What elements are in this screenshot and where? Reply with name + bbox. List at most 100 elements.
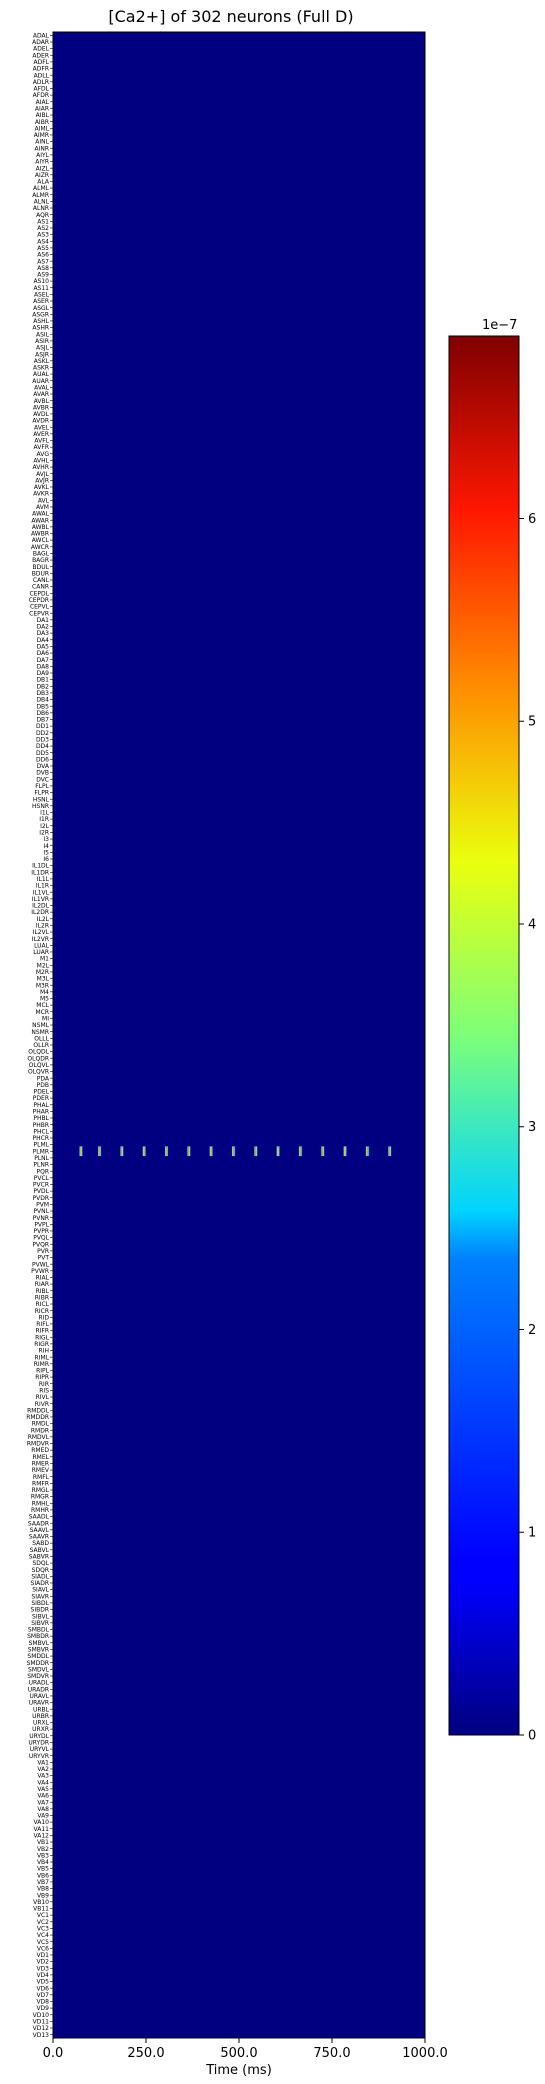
y-tick-label: AS8 xyxy=(37,265,49,272)
y-tick-label: PVWL xyxy=(32,1261,50,1268)
y-tick-label: ASEL xyxy=(34,291,50,298)
y-tick-label: VA8 xyxy=(37,1806,49,1813)
y-tick-label: ALNR xyxy=(33,205,49,212)
y-tick-label: ADLL xyxy=(34,72,50,79)
activity-event-cell xyxy=(389,1146,390,1157)
y-tick-label: DD3 xyxy=(36,737,49,744)
activity-event-cell xyxy=(211,1146,213,1157)
activity-event-cell xyxy=(321,1146,322,1157)
activity-event-cell xyxy=(346,1146,348,1157)
activity-event-cell xyxy=(187,1146,189,1157)
y-tick-label: ASIR xyxy=(35,338,49,345)
activity-event-cell xyxy=(298,1146,300,1157)
activity-event-cell xyxy=(301,1146,303,1157)
y-tick-label: ASGL xyxy=(33,305,50,312)
y-tick-label: URYVL xyxy=(30,1746,50,1753)
chart-title: [Ca2+] of 302 neurons (Full D) xyxy=(108,7,353,26)
y-tick-label: VD3 xyxy=(36,1965,49,1972)
y-tick-label: AVFR xyxy=(34,444,49,451)
y-tick-label: RMFR xyxy=(32,1480,49,1487)
y-tick-label: AVDR xyxy=(32,418,49,425)
activity-event-cell xyxy=(256,1146,258,1157)
y-tick-label: FLPR xyxy=(34,790,49,797)
y-tick-label: VB3 xyxy=(37,1852,49,1859)
y-tick-label: PVPR xyxy=(33,1228,49,1235)
y-tick-label: OLQVL xyxy=(29,1062,50,1069)
y-tick-label: SAAVR xyxy=(29,1534,49,1541)
activity-event-cell xyxy=(81,1146,82,1157)
y-tick-label: SAAVL xyxy=(30,1527,50,1534)
y-tick-label: OLQDL xyxy=(28,1049,49,1056)
y-tick-label: URAVL xyxy=(30,1693,50,1700)
y-tick-label: AVEL xyxy=(34,424,50,431)
y-tick-label: AVBL xyxy=(34,398,50,405)
y-tick-label: VA9 xyxy=(37,1813,49,1820)
activity-event-cell xyxy=(343,1146,345,1157)
y-tick-label: SIBDR xyxy=(31,1607,49,1614)
y-tick-label: IL2DL xyxy=(32,903,50,910)
activity-event-cell xyxy=(121,1146,123,1157)
y-tick-label: VD9 xyxy=(36,2005,49,2012)
y-tick-label: RIFR xyxy=(35,1328,49,1335)
activity-event-cell xyxy=(233,1146,234,1157)
activity-event-cell xyxy=(79,1146,81,1157)
activity-event-cell xyxy=(98,1146,100,1157)
y-tick-label: PVCR xyxy=(33,1182,49,1189)
y-tick-label: RMFL xyxy=(33,1474,50,1481)
activity-event-cell xyxy=(391,1146,392,1157)
y-tick-label: AIBR xyxy=(35,119,49,126)
activity-event-cell xyxy=(322,1146,323,1157)
activity-event-cell xyxy=(321,1146,323,1157)
activity-event-cell xyxy=(278,1146,279,1157)
activity-event-cell xyxy=(231,1146,233,1157)
activity-event-cell xyxy=(122,1146,124,1157)
y-tick-label: ADAL xyxy=(33,32,50,39)
activity-event-cell xyxy=(122,1146,124,1157)
y-tick-label: VA12 xyxy=(34,1833,50,1840)
y-tick-label: RMED xyxy=(31,1447,49,1454)
y-tick-label: RIAR xyxy=(35,1281,49,1288)
activity-event-cell xyxy=(344,1146,346,1157)
y-tick-label: IL1DL xyxy=(32,863,50,870)
y-tick-label: OLQVR xyxy=(28,1069,49,1076)
y-tick-label: RMGR xyxy=(31,1494,49,1501)
y-tick-label: PVT xyxy=(38,1255,50,1262)
y-tick-label: BAGR xyxy=(32,557,49,564)
y-tick-label: RICL xyxy=(36,1301,50,1308)
y-tick-label: PDA xyxy=(37,1075,50,1082)
y-tick-label: I3 xyxy=(43,836,49,843)
y-tick-label: ASJL xyxy=(36,345,50,352)
y-tick-label: CEPVL xyxy=(30,604,50,611)
activity-event-cell xyxy=(210,1146,211,1157)
activity-event-cell xyxy=(100,1146,102,1157)
y-tick-label: RIVR xyxy=(35,1401,49,1408)
activity-event-cell xyxy=(188,1146,189,1157)
y-tick-label: AVFL xyxy=(34,438,49,445)
y-tick-label: URYVR xyxy=(29,1753,49,1760)
activity-event-cell xyxy=(98,1146,100,1157)
activity-event-cell xyxy=(388,1146,390,1157)
heatmap-plot-area xyxy=(53,32,425,2038)
y-tick-label: AUAR xyxy=(32,378,49,385)
y-tick-label: SIAVR xyxy=(31,1593,49,1600)
y-tick-label: VA11 xyxy=(34,1826,50,1833)
y-tick-label: AIAL xyxy=(36,99,50,106)
colorbar-tick-label: 4 xyxy=(528,917,536,932)
activity-event-cell xyxy=(299,1146,301,1157)
activity-event-cell xyxy=(166,1146,168,1157)
activity-event-cell xyxy=(301,1146,302,1157)
y-tick-label: M1 xyxy=(40,956,49,963)
x-tick-label: 750.0 xyxy=(313,2046,350,2061)
colorbar xyxy=(448,335,520,1736)
activity-event-cell xyxy=(389,1146,391,1157)
y-tick-label: PHBR xyxy=(33,1122,49,1129)
y-tick-label: PDER xyxy=(33,1095,49,1102)
activity-event-cell xyxy=(189,1146,191,1157)
activity-event-cell xyxy=(212,1146,214,1157)
y-tick-label: RMDDL xyxy=(27,1407,50,1414)
y-tick-label: SMDDR xyxy=(27,1660,49,1667)
activity-event-cell xyxy=(82,1146,84,1157)
colorbar-tick-label: 2 xyxy=(528,1323,536,1338)
y-tick-label: RMDVL xyxy=(28,1434,50,1441)
y-tick-label: PVCL xyxy=(34,1175,50,1182)
